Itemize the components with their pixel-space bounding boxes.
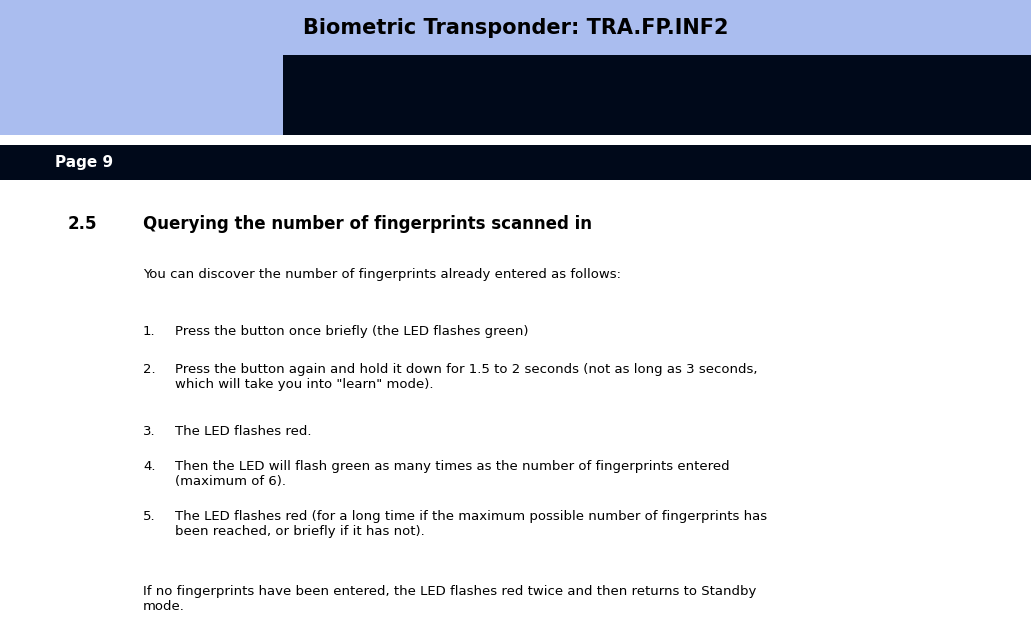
Text: Page 9: Page 9 [55,155,113,170]
Text: Then the LED will flash green as many times as the number of fingerprints entere: Then the LED will flash green as many ti… [175,460,730,488]
Text: 1.: 1. [143,325,156,338]
Bar [0,0,1031,55]
Text: You can discover the number of fingerprints already entered as follows:: You can discover the number of fingerpri… [143,268,621,281]
Text: Querying the number of fingerprints scanned in: Querying the number of fingerprints scan… [143,215,592,233]
Bar [282,55,1031,135]
Text: The LED flashes red (for a long time if the maximum possible number of fingerpri: The LED flashes red (for a long time if … [175,510,767,538]
Text: If no fingerprints have been entered, the LED flashes red twice and then returns: If no fingerprints have been entered, th… [143,585,757,613]
Text: 3.: 3. [143,425,156,438]
Text: The LED flashes red.: The LED flashes red. [175,425,311,438]
Text: 2.: 2. [143,363,156,376]
Text: 2.5: 2.5 [68,215,98,233]
Text: Biometric Transponder: TRA.FP.INF2: Biometric Transponder: TRA.FP.INF2 [303,18,728,38]
Text: Press the button once briefly (the LED flashes green): Press the button once briefly (the LED f… [175,325,529,338]
Text: Press the button again and hold it down for 1.5 to 2 seconds (not as long as 3 s: Press the button again and hold it down … [175,363,758,391]
Text: 5.: 5. [143,510,156,523]
Bar [0,55,282,135]
Bar [0,145,1031,180]
Text: 4.: 4. [143,460,156,473]
